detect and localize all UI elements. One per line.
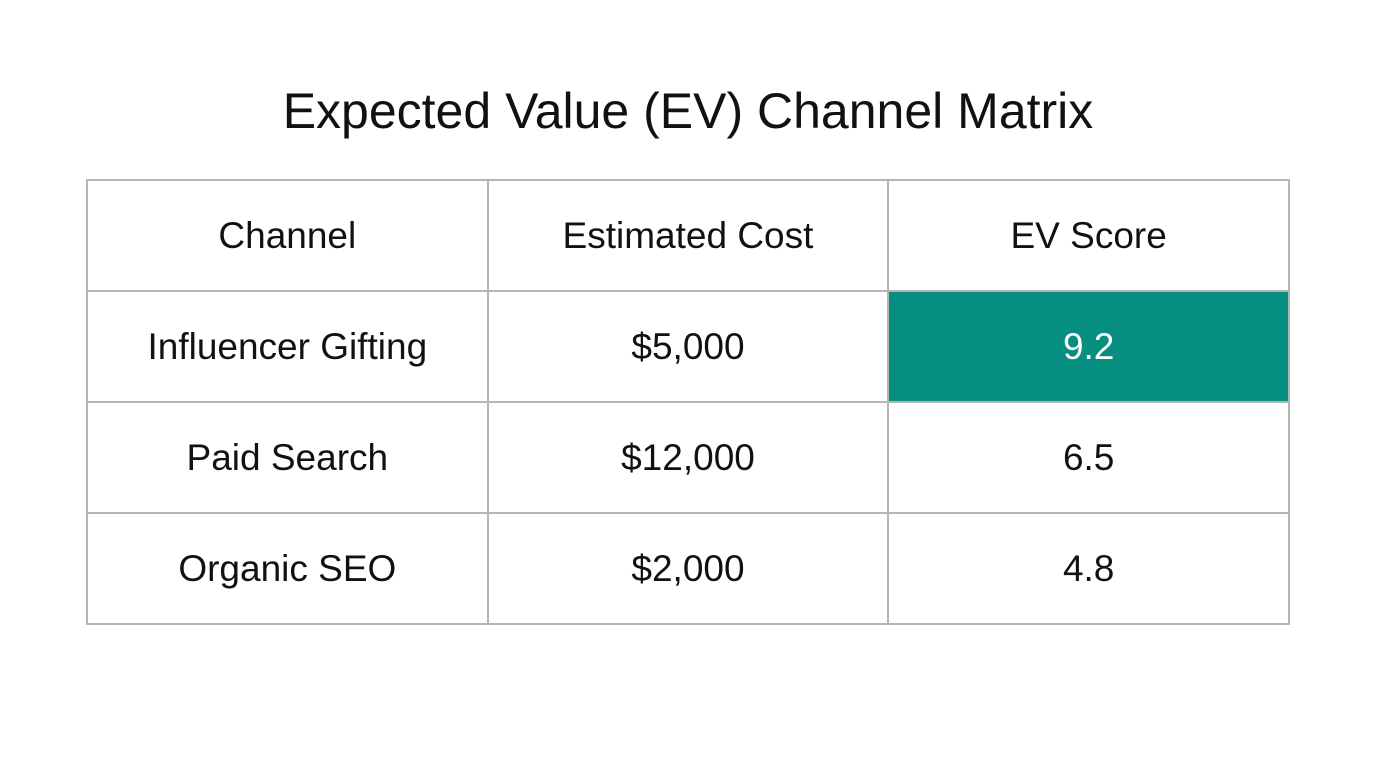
table-row: Paid Search $12,000 6.5 <box>86 401 1290 514</box>
cost-cell: $2,000 <box>486 512 890 625</box>
channel-cell: Paid Search <box>86 401 489 514</box>
ev-score-cell-highlighted: 9.2 <box>887 290 1290 403</box>
header-cell: Channel <box>86 179 489 292</box>
ev-channel-table: Channel Estimated Cost EV Score Influenc… <box>86 179 1290 625</box>
table-header-row: Channel Estimated Cost EV Score <box>86 179 1290 292</box>
table-row: Organic SEO $2,000 4.8 <box>86 512 1290 625</box>
channel-cell: Influencer Gifting <box>86 290 489 403</box>
cost-cell: $12,000 <box>486 401 890 514</box>
header-cell: Estimated Cost <box>486 179 890 292</box>
page-title: Expected Value (EV) Channel Matrix <box>282 83 1094 139</box>
ev-score-cell: 6.5 <box>887 401 1290 514</box>
table-row: Influencer Gifting $5,000 9.2 <box>86 290 1290 403</box>
channel-cell: Organic SEO <box>86 512 489 625</box>
header-cell: EV Score <box>887 179 1290 292</box>
ev-score-cell: 4.8 <box>887 512 1290 625</box>
cost-cell: $5,000 <box>486 290 890 403</box>
